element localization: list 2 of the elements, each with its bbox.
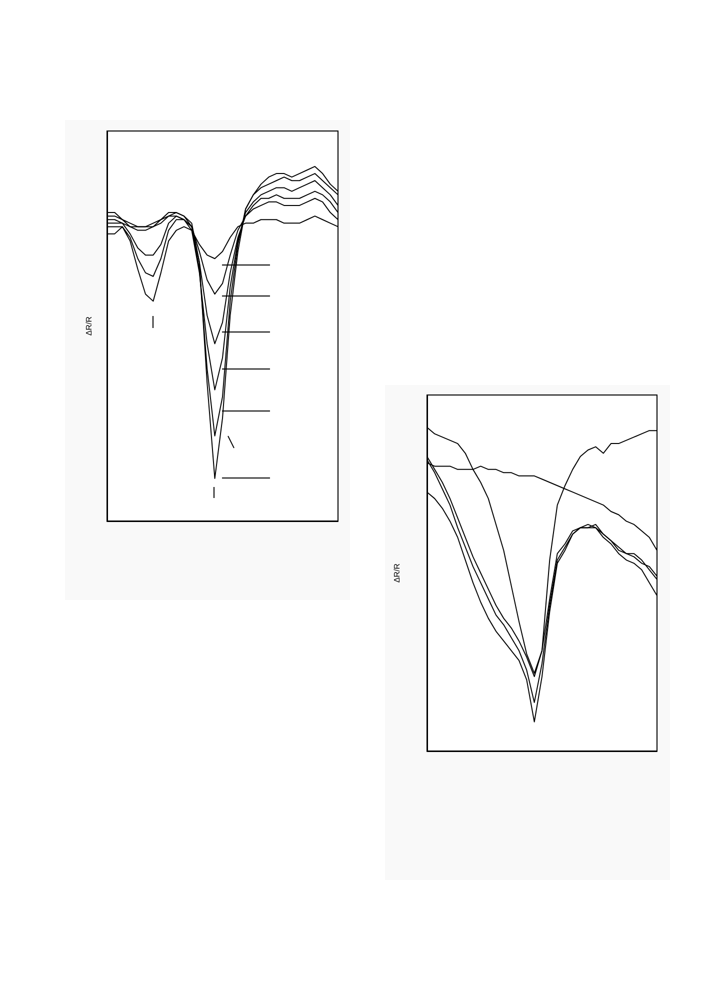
y-axis-title: ΔR/R — [392, 563, 402, 583]
y-axis-title: ΔR/R — [84, 316, 94, 336]
